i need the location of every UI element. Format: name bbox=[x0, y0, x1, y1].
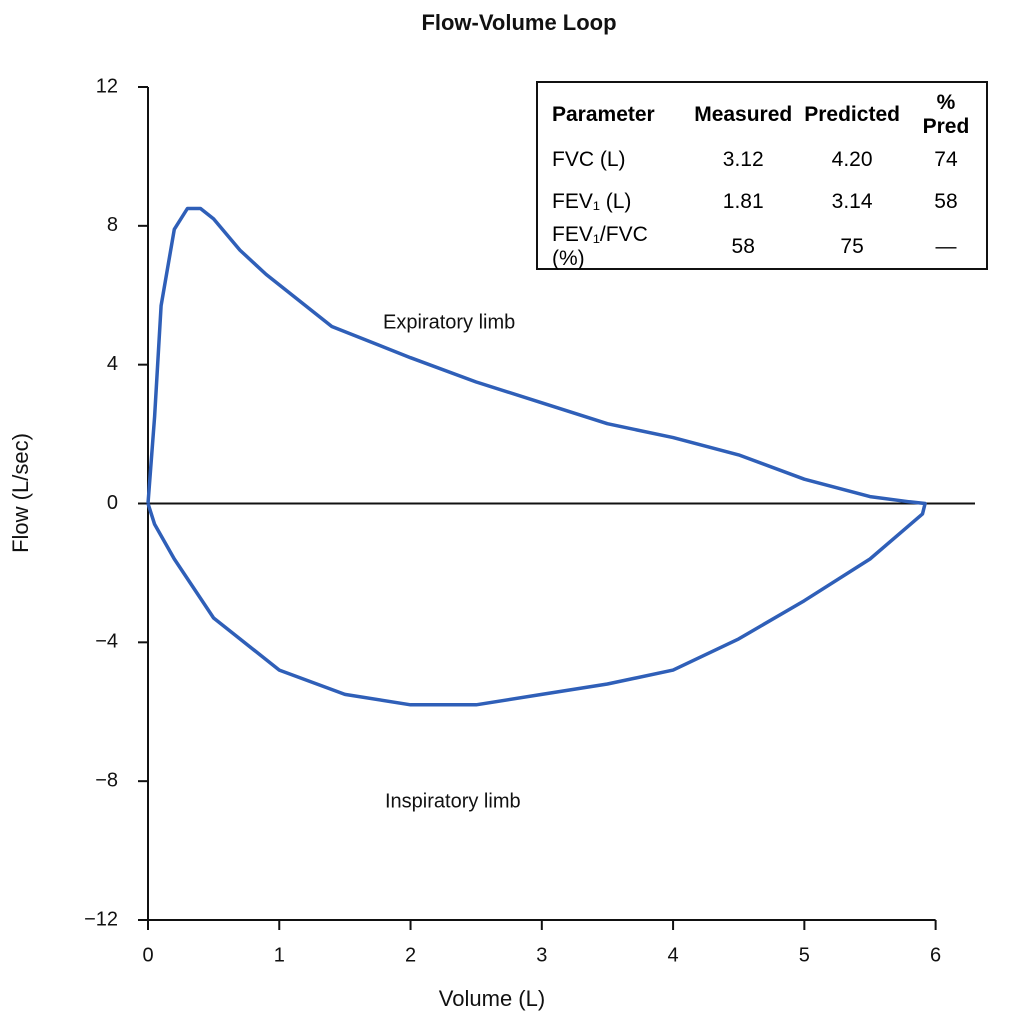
flow-volume-curve bbox=[146, 206, 927, 707]
table-cell: 3.12 bbox=[722, 148, 764, 171]
y-tick-label: 4 bbox=[107, 353, 118, 375]
table-cell: Measured bbox=[694, 103, 793, 126]
x-axis-label: Volume (L) bbox=[439, 986, 545, 1011]
table-cell: Predicted bbox=[804, 103, 900, 126]
x-tick-label: 3 bbox=[536, 944, 547, 966]
table-cell: % Pred bbox=[922, 91, 970, 138]
y-tick-label: 0 bbox=[107, 492, 118, 514]
table-cell: FEV₁ (L) bbox=[552, 190, 632, 213]
y-tick-label: −4 bbox=[95, 631, 118, 653]
x-tick-label: 1 bbox=[274, 944, 285, 966]
table-cell: 75 bbox=[840, 235, 864, 258]
table-row: FEV₁/FVC (%) 58 75 — bbox=[546, 223, 986, 271]
x-tick-label: 2 bbox=[405, 944, 416, 966]
table-row: FVC (L) 3.12 4.20 74 bbox=[546, 139, 986, 181]
y-axis-label: Flow (L/sec) bbox=[8, 433, 33, 553]
x-tick-label: 4 bbox=[668, 944, 679, 966]
y-tick-label: −12 bbox=[84, 908, 118, 930]
table-cell: 74 bbox=[934, 148, 958, 171]
table-cell: — bbox=[935, 235, 957, 258]
table-cell: Parameter bbox=[552, 103, 655, 126]
y-tick-label: −8 bbox=[95, 769, 118, 791]
annotation: Inspiratory limb bbox=[385, 790, 521, 812]
table-cell: FVC (L) bbox=[552, 148, 626, 171]
table-cell: 3.14 bbox=[831, 190, 873, 213]
table-cell: 1.81 bbox=[722, 190, 764, 213]
x-tick-label: 0 bbox=[142, 944, 153, 966]
table-row: Parameter Measured Predicted % Pred bbox=[546, 91, 986, 139]
y-tick-label: 12 bbox=[96, 75, 118, 97]
chart-title: Flow-Volume Loop bbox=[421, 10, 616, 35]
table-cell: 4.20 bbox=[831, 148, 873, 171]
summary-table: Parameter Measured Predicted % Pred FVC (L) 3… bbox=[536, 81, 988, 270]
table-cell: FEV₁/FVC (%) bbox=[552, 223, 648, 270]
table-cell: 58 bbox=[731, 235, 755, 258]
x-tick-label: 5 bbox=[799, 944, 810, 966]
table-row: FEV₁ (L) 1.81 3.14 58 bbox=[546, 181, 986, 223]
table: Parameter Measured Predicted % Pred FVC (L) 3… bbox=[546, 91, 986, 271]
annotation: Expiratory limb bbox=[383, 311, 515, 333]
x-tick-label: 6 bbox=[930, 944, 941, 966]
table-cell: 58 bbox=[934, 190, 958, 213]
y-tick-label: 8 bbox=[107, 214, 118, 236]
